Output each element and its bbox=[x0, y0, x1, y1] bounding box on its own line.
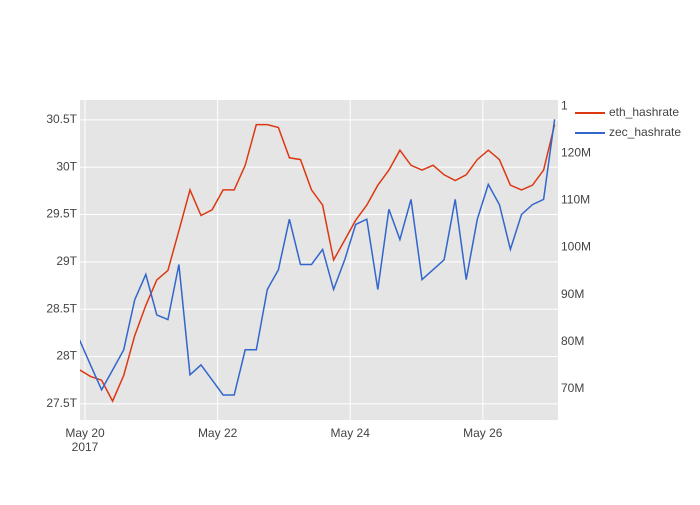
y2-tick-label: 80M bbox=[561, 334, 584, 348]
y2-tick-label: 70M bbox=[561, 381, 584, 395]
legend-label: eth_hashrate bbox=[609, 105, 679, 119]
x-tick-label: May 20 bbox=[65, 426, 105, 440]
x-year-label: 2017 bbox=[72, 440, 99, 454]
legend-background bbox=[568, 100, 700, 146]
y-tick-label: 27.5T bbox=[46, 396, 77, 410]
y2-tick-label: 120M bbox=[561, 145, 591, 159]
x-tick-label: May 24 bbox=[331, 426, 371, 440]
x-tick-label: May 26 bbox=[463, 426, 503, 440]
plot-background bbox=[80, 100, 558, 420]
series-line bbox=[80, 119, 556, 396]
y-tick-label: 28.5T bbox=[46, 301, 77, 315]
y2-tick-label: 100M bbox=[561, 240, 591, 254]
x-tick-label: May 22 bbox=[198, 426, 238, 440]
y-tick-label: 29T bbox=[56, 254, 77, 268]
y-tick-label: 28T bbox=[56, 349, 77, 363]
y2-tick-label: 90M bbox=[561, 287, 584, 301]
legend-label: zec_hashrate bbox=[609, 125, 681, 139]
plot-lines bbox=[80, 119, 556, 403]
y-tick-label: 29.5T bbox=[46, 207, 77, 221]
series-line bbox=[80, 123, 556, 403]
y-tick-label: 30.5T bbox=[46, 112, 77, 126]
y-tick-label: 30T bbox=[56, 159, 77, 173]
y2-tick-label: 110M bbox=[561, 193, 590, 207]
